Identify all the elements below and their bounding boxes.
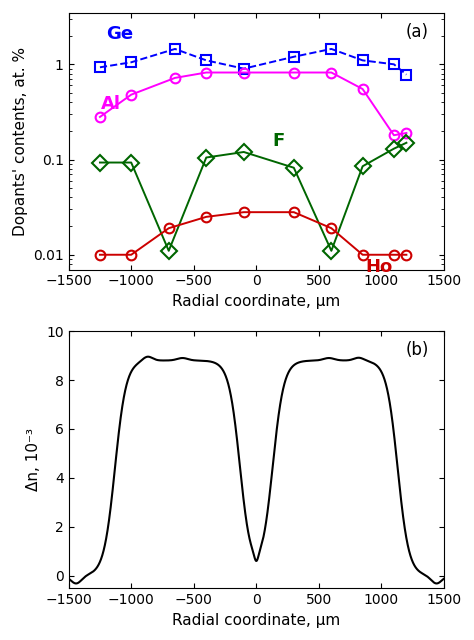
- Y-axis label: Δn, 10⁻³: Δn, 10⁻³: [26, 428, 41, 491]
- X-axis label: Radial coordinate, μm: Radial coordinate, μm: [172, 612, 340, 627]
- X-axis label: Radial coordinate, μm: Radial coordinate, μm: [172, 294, 340, 309]
- Text: Al: Al: [101, 95, 121, 113]
- Text: Ho: Ho: [365, 258, 392, 276]
- Text: F: F: [273, 132, 285, 150]
- Y-axis label: Dopants' contents, at. %: Dopants' contents, at. %: [12, 47, 27, 236]
- Text: (a): (a): [406, 23, 429, 41]
- Text: Ge: Ge: [106, 24, 133, 43]
- Text: (b): (b): [406, 341, 429, 360]
